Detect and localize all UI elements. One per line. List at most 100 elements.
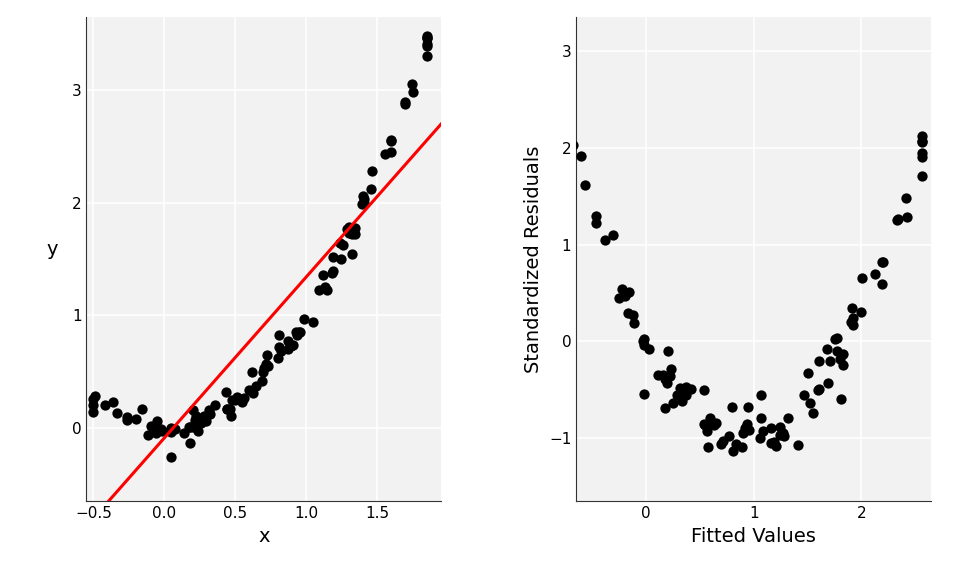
Point (588, 212, 604, 221)
Point (377, 149, 393, 158)
Point (202, 409, 217, 418)
Point (700, 426, 715, 435)
Point (598, 235, 613, 244)
Point (868, 270, 883, 279)
Point (914, 152, 929, 161)
Point (223, 412, 238, 421)
Point (296, 314, 311, 324)
Point (832, 354, 848, 363)
Point (255, 368, 271, 377)
Point (140, 430, 156, 439)
Point (229, 392, 245, 401)
Point (796, 391, 811, 400)
Point (420, 34, 435, 43)
Point (164, 424, 180, 433)
Point (735, 428, 751, 437)
Point (344, 230, 359, 239)
Point (724, 402, 739, 411)
Point (715, 437, 731, 446)
Point (573, 151, 588, 160)
Point (220, 404, 235, 414)
Point (293, 328, 308, 337)
Point (342, 228, 357, 237)
Point (332, 238, 348, 248)
Point (636, 337, 651, 346)
Point (768, 441, 783, 450)
Point (420, 31, 435, 40)
Point (552, 101, 567, 111)
Point (678, 390, 693, 399)
Point (651, 371, 666, 380)
Point (660, 347, 676, 356)
Point (914, 149, 929, 158)
Point (406, 88, 421, 97)
Point (713, 439, 729, 449)
Point (672, 383, 687, 392)
Point (756, 426, 771, 435)
Point (823, 357, 838, 366)
Point (656, 370, 671, 379)
Point (405, 79, 420, 88)
Point (311, 286, 326, 295)
Point (811, 357, 827, 366)
Point (620, 308, 636, 317)
Point (766, 438, 781, 447)
Point (292, 327, 307, 336)
Point (248, 382, 263, 391)
Point (197, 411, 212, 420)
Point (85, 408, 101, 417)
Point (259, 350, 275, 359)
Point (270, 354, 285, 363)
Point (696, 385, 711, 394)
Point (259, 359, 275, 369)
Point (890, 214, 905, 223)
Point (185, 422, 201, 431)
Point (833, 395, 849, 404)
Point (665, 399, 681, 408)
Point (844, 304, 859, 313)
Point (636, 390, 652, 399)
Point (728, 439, 743, 449)
Point (241, 385, 256, 395)
Point (889, 215, 904, 225)
Point (621, 287, 636, 296)
Point (207, 400, 223, 410)
Point (697, 420, 712, 430)
X-axis label: Fitted Values: Fitted Values (691, 526, 816, 545)
Point (218, 388, 233, 397)
Point (325, 267, 341, 276)
X-axis label: x: x (258, 526, 270, 545)
Point (706, 421, 721, 430)
Point (164, 452, 180, 461)
Point (773, 431, 788, 440)
Point (356, 195, 372, 204)
Point (914, 131, 929, 141)
Point (341, 222, 356, 232)
Point (611, 293, 626, 302)
Point (875, 279, 890, 289)
Y-axis label: Standardized Residuals: Standardized Residuals (524, 146, 543, 373)
Point (663, 365, 679, 374)
Point (721, 431, 736, 441)
Point (190, 427, 205, 436)
Point (657, 403, 672, 412)
Point (348, 223, 363, 233)
Point (150, 416, 165, 426)
Point (305, 317, 321, 327)
Point (181, 422, 197, 431)
Point (285, 341, 300, 350)
Point (674, 396, 689, 406)
Point (828, 334, 843, 343)
Point (701, 442, 716, 452)
Point (333, 254, 348, 263)
Point (274, 347, 289, 356)
Point (552, 128, 567, 137)
Point (763, 439, 779, 448)
Point (143, 422, 158, 431)
Point (552, 113, 567, 123)
Point (803, 399, 818, 408)
Point (614, 284, 630, 293)
Point (821, 379, 836, 388)
Point (383, 147, 398, 157)
Point (246, 388, 261, 397)
